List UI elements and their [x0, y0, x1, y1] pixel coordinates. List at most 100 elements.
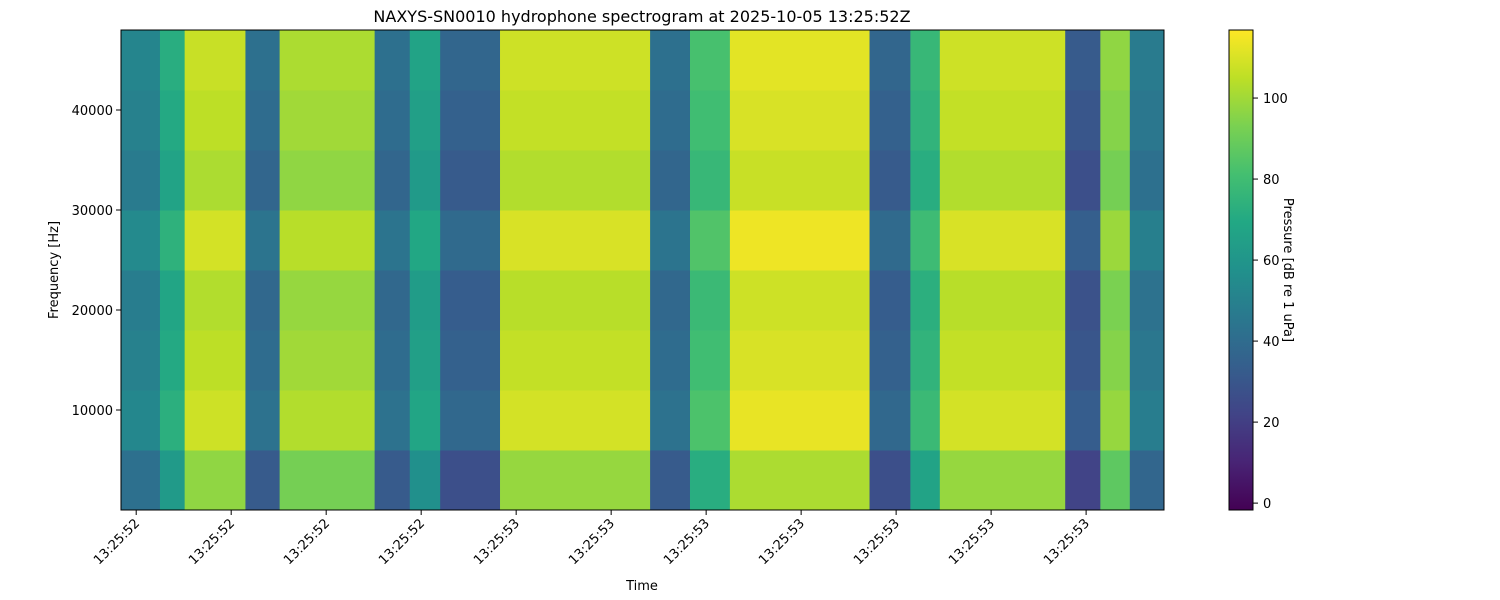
heatmap-cell [409, 90, 441, 151]
heatmap-cell [159, 450, 186, 511]
heatmap-cell [409, 390, 441, 451]
heatmap-cell [409, 150, 441, 211]
heatmap-cell [500, 450, 651, 511]
heatmap-cell [159, 210, 186, 271]
heatmap-cell [650, 330, 691, 391]
heatmap-cell [689, 150, 731, 211]
heatmap-cell [1065, 210, 1101, 271]
heatmap-cell [729, 30, 871, 91]
heatmap-cell [440, 390, 501, 451]
heatmap-cell [374, 30, 411, 91]
heatmap-cell [1129, 210, 1165, 271]
x-tick-label: 13:25:53 [471, 516, 523, 568]
heatmap-cell [184, 390, 246, 451]
heatmap-cell [440, 330, 501, 391]
heatmap-cell [279, 450, 376, 511]
heatmap-cell [1100, 150, 1131, 211]
heatmap-cell [374, 210, 411, 271]
colorbar-label: Pressure [dB re 1 uPa] [1280, 198, 1295, 342]
y-tick-label: 30000 [72, 204, 113, 219]
heatmap-cell [245, 30, 281, 91]
heatmap-cell [279, 390, 376, 451]
heatmap-cell [159, 90, 186, 151]
heatmap-cell [689, 330, 731, 391]
heatmap-cell [245, 90, 281, 151]
heatmap-cell [1065, 390, 1101, 451]
heatmap-cell [1129, 450, 1165, 511]
x-tick-label: 13:25:52 [376, 516, 428, 568]
heatmap-cell [650, 90, 691, 151]
heatmap-cell [939, 450, 1066, 511]
heatmap-cell [500, 330, 651, 391]
heatmap-cell [279, 150, 376, 211]
heatmap-cell [184, 150, 246, 211]
colorbar-tick-label: 60 [1263, 254, 1280, 269]
heatmap-cell [245, 450, 281, 511]
heatmap-cell [121, 330, 161, 391]
plot-frame [120, 29, 1165, 511]
colorbar [1228, 29, 1254, 511]
heatmap-cell [939, 90, 1066, 151]
heatmap-cell [184, 450, 246, 511]
y-axis-label: Frequency [Hz] [47, 221, 62, 319]
heatmap-cell [159, 270, 186, 331]
colorbar-tick-label: 100 [1263, 92, 1288, 107]
heatmap-cell [1129, 270, 1165, 331]
heatmap-cell [409, 30, 441, 91]
heatmap-cell [409, 210, 441, 271]
x-tick-label: 13:25:52 [281, 516, 333, 568]
heatmap-cell [440, 210, 501, 271]
heatmap-cell [1129, 30, 1165, 91]
heatmap-cell [245, 330, 281, 391]
heatmap-cell [440, 30, 501, 91]
heatmap-cell [1129, 150, 1165, 211]
heatmap-cell [910, 270, 941, 331]
heatmap-cell [159, 390, 186, 451]
x-tick-label: 13:25:53 [851, 516, 903, 568]
heatmap-cell [184, 90, 246, 151]
heatmap-cell [1129, 330, 1165, 391]
y-tick-label: 40000 [72, 104, 113, 119]
heatmap-cell [729, 210, 871, 271]
heatmap-cell [440, 450, 501, 511]
heatmap-cell [689, 210, 731, 271]
heatmap-cell [1065, 150, 1101, 211]
heatmap-cell [650, 390, 691, 451]
heatmap-cell [869, 90, 911, 151]
heatmap-cell [939, 270, 1066, 331]
heatmap-cell [869, 30, 911, 91]
heatmap-cell [1100, 90, 1131, 151]
heatmap-cell [1100, 30, 1131, 91]
heatmap-cell [245, 210, 281, 271]
heatmap-cell [869, 270, 911, 331]
heatmap-cell [159, 30, 186, 91]
heatmap-cell [245, 270, 281, 331]
heatmap-cell [409, 450, 441, 511]
heatmap-cell [409, 330, 441, 391]
heatmap-cell [279, 30, 376, 91]
heatmap-cell [910, 390, 941, 451]
heatmap-cell [121, 30, 161, 91]
heatmap-cell [650, 30, 691, 91]
heatmap-cell [910, 210, 941, 271]
chart-title: NAXYS-SN0010 hydrophone spectrogram at 2… [373, 7, 910, 26]
x-axis-label: Time [625, 579, 658, 594]
colorbar-tick-label: 0 [1263, 497, 1271, 512]
heatmap-cell [1065, 450, 1101, 511]
heatmap-cell [500, 210, 651, 271]
heatmap-cell [409, 270, 441, 331]
heatmap-cell [279, 270, 376, 331]
heatmap-cell [500, 390, 651, 451]
colorbar-tick-label: 40 [1263, 335, 1280, 350]
heatmap-cell [121, 210, 161, 271]
heatmap-cell [374, 390, 411, 451]
heatmap-cell [689, 450, 731, 511]
heatmap-cell [1065, 270, 1101, 331]
heatmap-cell [500, 270, 651, 331]
heatmap-cell [374, 150, 411, 211]
heatmap-cell [650, 210, 691, 271]
heatmap-cell [1065, 30, 1101, 91]
heatmap-cell [869, 390, 911, 451]
heatmap-cell [910, 330, 941, 391]
